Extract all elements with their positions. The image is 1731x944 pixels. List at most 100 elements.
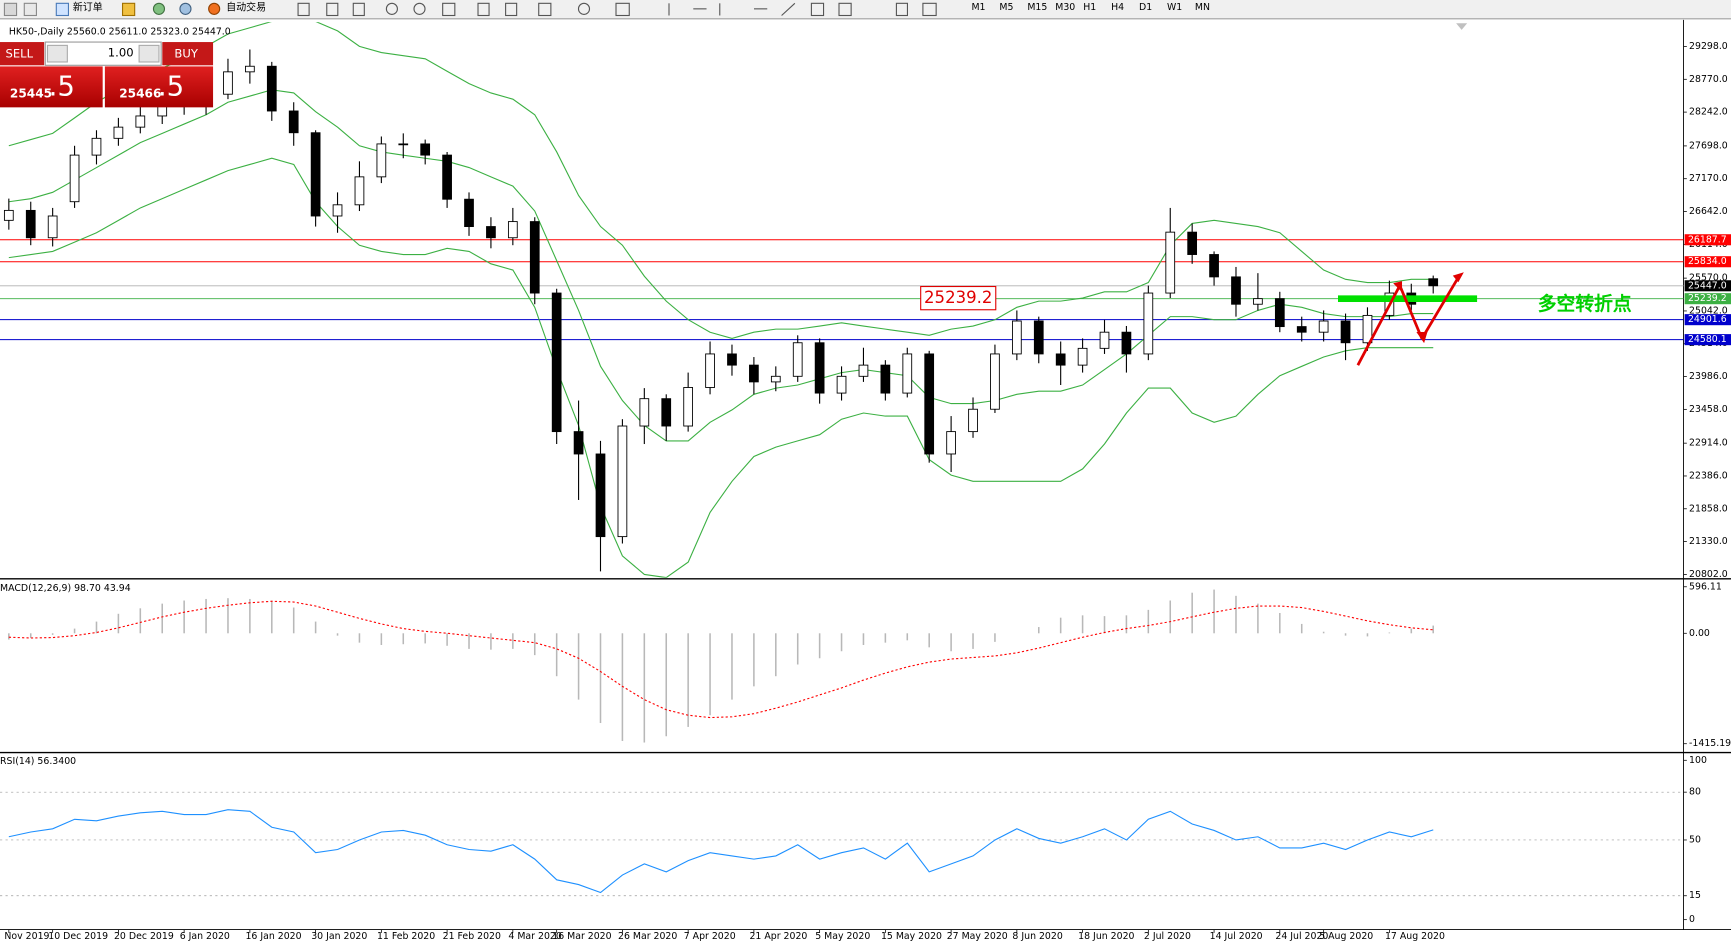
buy-button[interactable] bbox=[162, 42, 214, 66]
x-tick-label: 27 May 2020 bbox=[947, 931, 1008, 942]
tool-icon[interactable] bbox=[152, 2, 166, 15]
x-tick-label: 30 Jan 2020 bbox=[311, 931, 367, 942]
tool-icon[interactable] bbox=[810, 2, 825, 17]
tool-icon[interactable] bbox=[352, 2, 365, 17]
annotation-box bbox=[920, 285, 997, 311]
tool-icon[interactable] bbox=[121, 2, 136, 17]
x-tick-label: 18 Jun 2020 bbox=[1078, 931, 1134, 942]
x-tick-label: 14 Jul 2020 bbox=[1210, 931, 1263, 942]
lot-value[interactable]: 1.00 bbox=[108, 46, 134, 60]
tool-icon[interactable] bbox=[297, 2, 310, 17]
tool-icon[interactable] bbox=[895, 2, 909, 17]
candle-body bbox=[69, 154, 80, 203]
candle-body bbox=[661, 398, 672, 427]
buy-pips[interactable]: .5 bbox=[158, 69, 184, 102]
buy-label[interactable]: BUY bbox=[174, 47, 198, 61]
tool-icon[interactable] bbox=[615, 2, 630, 17]
timeframe-button[interactable]: M5 bbox=[999, 2, 1013, 13]
sell-pips[interactable]: .5 bbox=[49, 69, 75, 102]
timeframe-button[interactable]: W1 bbox=[1167, 2, 1182, 13]
candle-body bbox=[705, 353, 715, 388]
toolbar-bg bbox=[0, 0, 1731, 19]
x-tick-label: 4 Mar 2020 bbox=[508, 931, 561, 942]
y-tick-label: 0.00 bbox=[1689, 628, 1710, 639]
tool-icon[interactable] bbox=[3, 2, 18, 17]
lot-up[interactable] bbox=[138, 44, 160, 63]
annotation-text: 多空转折点 bbox=[1538, 292, 1632, 315]
tool-icon[interactable] bbox=[922, 2, 937, 17]
timeframe-button[interactable]: H4 bbox=[1111, 2, 1124, 13]
candle-body bbox=[507, 221, 518, 239]
autotrade-icon[interactable] bbox=[208, 2, 221, 15]
candle-body bbox=[91, 137, 102, 156]
new-order-icon[interactable] bbox=[55, 2, 69, 17]
autotrade-button[interactable]: 自动交易 bbox=[226, 1, 266, 14]
y-tick-label: 23458.0 bbox=[1689, 404, 1728, 415]
tool-icon[interactable] bbox=[477, 2, 490, 17]
candle-body bbox=[573, 431, 584, 455]
candle-body bbox=[683, 387, 694, 427]
x-tick-label: 10 Dec 2019 bbox=[48, 931, 108, 942]
sell-price-box[interactable] bbox=[0, 66, 103, 108]
timeframe-button[interactable]: M1 bbox=[971, 2, 985, 13]
candle-body bbox=[223, 71, 233, 95]
timeframe-button[interactable]: M15 bbox=[1027, 2, 1047, 13]
candle-body bbox=[1318, 320, 1329, 333]
chart-bg bbox=[0, 19, 1731, 944]
annotation-price: 25239.2 bbox=[924, 288, 992, 307]
tool-icon[interactable] bbox=[577, 2, 591, 15]
x-tick-label: 16 Mar 2020 bbox=[552, 931, 611, 942]
buy-price[interactable]: 25466 bbox=[119, 87, 161, 101]
candle-body bbox=[1362, 314, 1373, 344]
timeframe-button[interactable]: H1 bbox=[1083, 2, 1096, 13]
y-tick-label: 21330.0 bbox=[1689, 536, 1728, 547]
price-tag bbox=[1684, 334, 1731, 346]
candle-body bbox=[639, 398, 650, 427]
price-tag-label: 26187.7 bbox=[1688, 234, 1727, 245]
tool-icon[interactable] bbox=[23, 2, 37, 17]
tool-icon[interactable] bbox=[538, 2, 552, 17]
candle-body bbox=[1099, 331, 1110, 349]
sell-label[interactable]: SELL bbox=[6, 47, 34, 61]
candle-body bbox=[1231, 276, 1241, 305]
x-tick-label: 21 Feb 2020 bbox=[443, 931, 501, 942]
y-tick-label: -1415.19 bbox=[1689, 738, 1731, 749]
tool-icon[interactable] bbox=[505, 2, 518, 17]
toolbar: 新订单 自动交易 bbox=[0, 0, 1731, 20]
tool-icon[interactable] bbox=[838, 2, 852, 17]
tool-icon[interactable] bbox=[442, 2, 456, 17]
candle-body bbox=[924, 353, 935, 455]
candle-body bbox=[946, 431, 956, 455]
new-order-button[interactable]: 新订单 bbox=[73, 1, 103, 14]
price-tag-label: 25239.2 bbox=[1688, 293, 1727, 304]
candle-body bbox=[1165, 231, 1176, 294]
timeframe-button[interactable]: MN bbox=[1195, 2, 1210, 13]
candle-body bbox=[990, 353, 1000, 410]
bollinger-band bbox=[8, 157, 1434, 578]
lot-down[interactable] bbox=[46, 44, 68, 63]
price-tag bbox=[1684, 314, 1731, 326]
x-tick-label: 7 Apr 2020 bbox=[684, 931, 736, 942]
lot-input[interactable] bbox=[44, 41, 162, 66]
zoom-in[interactable] bbox=[385, 2, 398, 15]
zoom-out[interactable] bbox=[413, 2, 426, 15]
sell-button[interactable] bbox=[0, 42, 45, 66]
buy-price-box[interactable] bbox=[104, 66, 214, 108]
timeframe-button[interactable]: M30 bbox=[1055, 2, 1075, 13]
candle-body bbox=[1274, 298, 1285, 328]
macd-signal bbox=[8, 600, 1434, 719]
shift-marker bbox=[1456, 23, 1468, 30]
candle-body bbox=[1253, 298, 1263, 305]
tool-icon[interactable] bbox=[326, 2, 339, 17]
sell-price[interactable]: 25445 bbox=[10, 87, 52, 101]
x-tick-label: 16 Jan 2020 bbox=[245, 931, 301, 942]
timeframe-button[interactable]: D1 bbox=[1139, 2, 1152, 13]
y-tick-label: 23986.0 bbox=[1689, 371, 1728, 382]
trade-panel: SELL 1.00 BUY 25445 .5 25466 .5 bbox=[0, 41, 214, 108]
trendline-tool[interactable] bbox=[781, 2, 796, 16]
tool-icon[interactable] bbox=[179, 2, 192, 15]
bollinger-band bbox=[8, 89, 1434, 442]
last-price-tag bbox=[1684, 280, 1731, 292]
x-tick-label: Nov 2019 bbox=[4, 931, 49, 942]
